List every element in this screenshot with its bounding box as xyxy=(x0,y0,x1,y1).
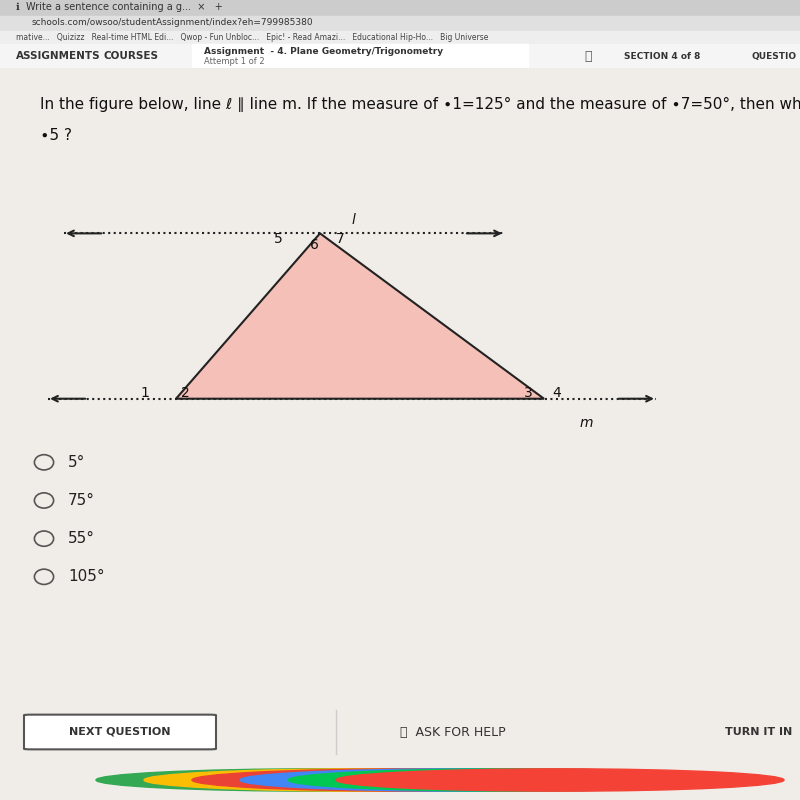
Text: 3: 3 xyxy=(524,386,533,401)
Circle shape xyxy=(192,769,640,791)
Text: ⓘ: ⓘ xyxy=(584,50,591,63)
Text: Assignment  - 4. Plane Geometry/Trigonometry: Assignment - 4. Plane Geometry/Trigonome… xyxy=(204,47,443,56)
Text: 7: 7 xyxy=(336,232,345,246)
Bar xyxy=(192,44,528,68)
Circle shape xyxy=(336,769,784,791)
Bar xyxy=(0,30,800,44)
Circle shape xyxy=(144,769,592,791)
Text: 2: 2 xyxy=(181,386,190,401)
Text: m: m xyxy=(580,416,594,430)
Text: SECTION 4 of 8: SECTION 4 of 8 xyxy=(624,52,700,61)
Text: ∙5 ?: ∙5 ? xyxy=(40,129,72,143)
Text: 5°: 5° xyxy=(68,455,86,470)
Polygon shape xyxy=(176,234,544,398)
Text: ℹ  Write a sentence containing a g...  ×   +: ℹ Write a sentence containing a g... × + xyxy=(16,2,222,13)
Text: 1: 1 xyxy=(140,386,149,401)
Bar xyxy=(0,44,800,68)
Text: TURN IT IN: TURN IT IN xyxy=(725,727,792,737)
Text: 55°: 55° xyxy=(68,531,95,546)
Text: 4: 4 xyxy=(552,386,561,401)
Text: QUESTIO: QUESTIO xyxy=(752,52,797,61)
Circle shape xyxy=(240,769,688,791)
Text: mative...   Quizizz   Real-time HTML Edi...   Qwop - Fun Unbloc...   Epic! - Rea: mative... Quizizz Real-time HTML Edi... … xyxy=(16,33,488,42)
Bar xyxy=(0,16,800,30)
Text: NEXT QUESTION: NEXT QUESTION xyxy=(70,727,170,737)
Text: 5: 5 xyxy=(274,232,282,246)
Text: schools.com/owsoo/studentAssignment/index?eh=799985380: schools.com/owsoo/studentAssignment/inde… xyxy=(32,18,314,27)
Circle shape xyxy=(288,769,736,791)
Text: COURSES: COURSES xyxy=(104,51,159,62)
Text: Attempt 1 of 2: Attempt 1 of 2 xyxy=(204,58,265,66)
Text: 6: 6 xyxy=(310,238,318,252)
Text: In the figure below, line ℓ ∥ line m. If the measure of ∙1=125° and the measure : In the figure below, line ℓ ∥ line m. If… xyxy=(40,97,800,112)
Circle shape xyxy=(96,769,544,791)
Text: ⓘ  ASK FOR HELP: ⓘ ASK FOR HELP xyxy=(400,726,506,738)
Text: 105°: 105° xyxy=(68,570,105,584)
FancyBboxPatch shape xyxy=(24,714,216,750)
Text: 75°: 75° xyxy=(68,493,95,508)
Text: ASSIGNMENTS: ASSIGNMENTS xyxy=(16,51,101,62)
Text: l: l xyxy=(352,213,356,227)
Bar xyxy=(0,0,800,15)
